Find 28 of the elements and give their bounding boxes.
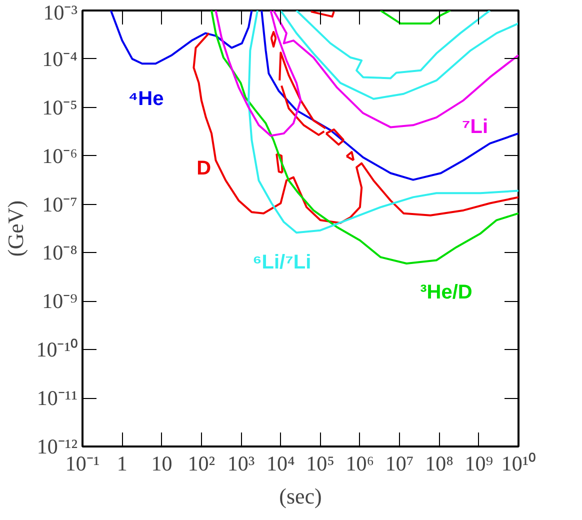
y-tick-label: 10⁻³ [43, 0, 78, 24]
series-label: ⁷Li [462, 116, 488, 138]
x-axis-title: (sec) [279, 484, 322, 508]
x-tick-label: 10⁶ [346, 452, 374, 476]
x-tick-label: 10⁴ [266, 452, 295, 476]
series-label: ⁴He [128, 88, 164, 110]
series-label: ³He/D [420, 282, 472, 304]
x-tick-label: 10³ [227, 452, 255, 476]
y-tick-label: 10⁻⁹ [42, 289, 78, 314]
x-tick-label: 10⁷ [385, 452, 414, 476]
y-tick-label: 10⁻¹⁰ [36, 338, 78, 362]
y-tick-label: 10⁻⁶ [42, 144, 78, 168]
series-label: D [196, 157, 212, 180]
x-tick-label: 10² [188, 452, 216, 476]
y-axis-title: (GeV) [3, 200, 28, 257]
y-tick-label: 10⁻⁸ [42, 240, 78, 265]
y-tick-label: 10⁻¹¹ [36, 386, 78, 410]
x-tick-label: 10⁻¹ [65, 452, 100, 476]
x-tick-label: 10⁵ [306, 452, 334, 476]
x-tick-label: 10⁸ [425, 452, 454, 476]
x-tick-label: 1 [116, 452, 128, 476]
y-tick-label: 10⁻⁷ [42, 192, 78, 216]
y-tick-label: 10⁻⁵ [42, 95, 78, 120]
y-tick-label: 10⁻⁴ [42, 46, 78, 71]
x-tick-label: 10⁹ [464, 452, 494, 476]
x-tick-label: 10¹⁰ [501, 452, 536, 476]
series-label: ⁶Li/⁷Li [252, 251, 312, 274]
x-tick-label: 10 [151, 452, 172, 476]
